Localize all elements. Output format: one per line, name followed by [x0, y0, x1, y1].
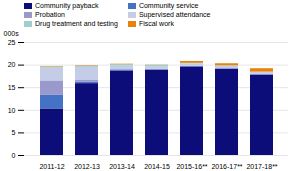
html-text:Community payback: Community payback: [35, 2, 99, 9]
html-text:Fiscal work: Fiscal work: [138, 20, 174, 27]
svg-text:000s: 000s: [4, 30, 20, 37]
svg-text:2012-13: 2012-13: [74, 163, 100, 170]
svg-text:5: 5: [12, 129, 16, 136]
html-text:Supervised attendance: Supervised attendance: [138, 11, 211, 18]
svg-text:2016-17**: 2016-17**: [211, 163, 242, 170]
html-text:Probation: Probation: [35, 11, 65, 18]
svg-text:2013-14: 2013-14: [109, 163, 135, 170]
html-text:Community service: Community service: [138, 2, 199, 9]
svg-text:2015-16**: 2015-16**: [176, 163, 207, 170]
svg-text:25: 25: [8, 39, 16, 46]
svg-text:15: 15: [8, 84, 16, 91]
svg-text:2014-15: 2014-15: [144, 163, 170, 170]
svg-text:20: 20: [8, 61, 16, 68]
html-text:Drug treatment and testing: Drug treatment and testing: [35, 20, 118, 27]
svg-text:2011-12: 2011-12: [39, 163, 64, 170]
svg-text:0: 0: [12, 152, 16, 159]
svg-text:2017-18**: 2017-18**: [246, 163, 277, 170]
svg-text:10: 10: [8, 107, 16, 114]
